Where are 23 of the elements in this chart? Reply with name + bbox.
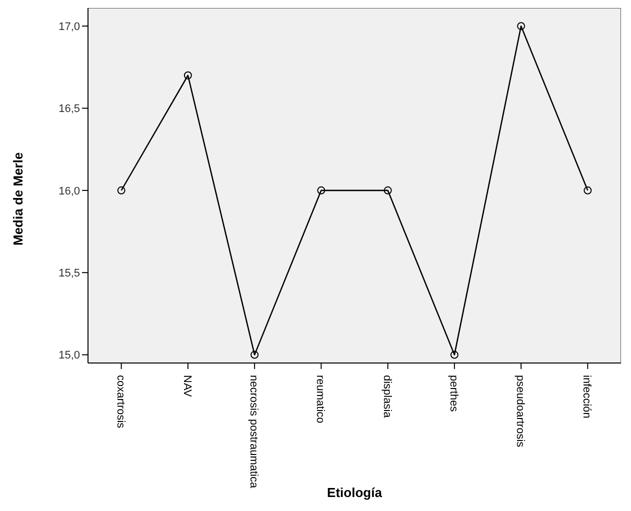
point [250, 350, 259, 359]
point [317, 186, 326, 194]
y-tick-label: 17,0 [58, 20, 80, 33]
y-tick-label: 15,5 [58, 268, 80, 280]
x-tick-label: NAV [180, 375, 193, 398]
y-tick-label: 15,0 [58, 350, 80, 362]
point [117, 186, 126, 194]
y-tick-label: 16,5 [58, 103, 80, 116]
point [450, 350, 458, 359]
x-tick-label: pseudoartrosis [514, 375, 526, 448]
x-tick-label: necrosis postraumatica [248, 375, 260, 489]
x-tick-label: infección [580, 375, 593, 418]
x-tick-label: perthes [447, 375, 460, 412]
x-tick-label: reumatico [314, 375, 326, 424]
point [384, 186, 392, 194]
point [517, 22, 526, 30]
point [584, 186, 592, 194]
x-axis-title: Etiología [327, 485, 383, 500]
point [184, 71, 192, 80]
x-tick-label: coxartrosis [114, 375, 126, 429]
y-tick-label: 16,0 [58, 185, 80, 198]
y-axis-title: Media de Merle [10, 152, 26, 246]
x-tick-label: displasia [380, 375, 393, 419]
